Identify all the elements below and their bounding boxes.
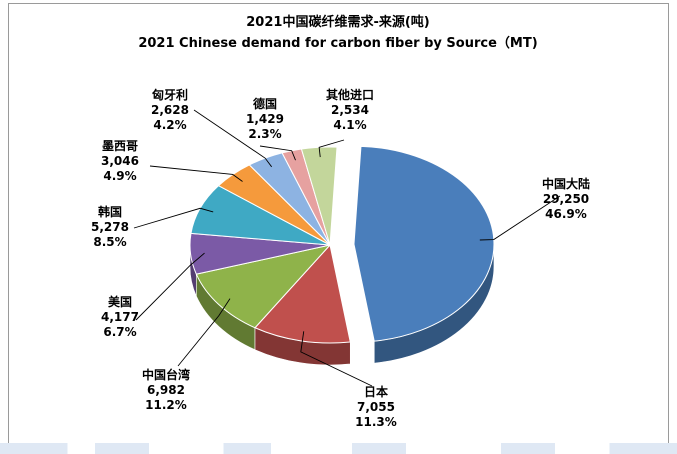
slice-1 — [254, 243, 351, 344]
slice-percent-6: 4.2% — [153, 118, 186, 132]
slice-value-6: 2,628 — [151, 103, 189, 117]
slice-value-3: 4,177 — [101, 310, 139, 324]
chart-subtitle: 2021 Chinese demand for carbon fiber by … — [138, 35, 537, 51]
slice-percent-8: 4.1% — [333, 118, 366, 132]
leader-line-5 — [149, 165, 243, 182]
leader-line-8 — [318, 139, 345, 158]
slice-label-3: 美国 — [108, 294, 132, 309]
slice-label-7: 德国 — [253, 96, 277, 111]
slice-2 — [195, 244, 332, 329]
slice-label-5: 墨西哥 — [102, 139, 138, 153]
slice-percent-7: 2.3% — [248, 127, 281, 141]
slice-label-1: 日本 — [364, 384, 388, 399]
leader-line-4 — [133, 207, 214, 229]
leader-line-7 — [259, 145, 296, 161]
slice-value-0: 29,250 — [543, 192, 589, 206]
slice-value-2: 6,982 — [147, 383, 185, 397]
leader-line-2 — [177, 298, 231, 367]
slice-percent-2: 11.2% — [145, 398, 187, 412]
slice-percent-5: 4.9% — [103, 169, 136, 183]
slice-value-7: 1,429 — [246, 112, 284, 126]
slice-label-0: 中国大陆 — [542, 176, 590, 191]
leader-line-1 — [300, 331, 373, 387]
chart-frame — [8, 3, 669, 445]
slice-value-5: 3,046 — [101, 154, 139, 168]
slice-percent-4: 8.5% — [93, 235, 126, 249]
slice-percent-1: 11.3% — [355, 415, 397, 429]
leader-line-3 — [135, 252, 205, 321]
slice-label-8: 其他进口 — [326, 87, 374, 102]
slice-value-1: 7,055 — [357, 400, 395, 414]
slice-label-2: 中国台湾 — [142, 367, 190, 382]
slice-value-4: 5,278 — [91, 220, 129, 234]
chart-title: 2021中国碳纤维需求-来源(吨) — [246, 14, 429, 30]
leader-line-0 — [479, 195, 561, 241]
leader-line-6 — [193, 109, 273, 168]
slice-value-8: 2,534 — [331, 103, 369, 117]
slice-label-4: 韩国 — [98, 204, 122, 219]
slice-percent-3: 6.7% — [103, 325, 136, 339]
slice-label-6: 匈牙利 — [151, 87, 188, 102]
slice-percent-0: 46.9% — [545, 207, 587, 221]
watermark-band — [0, 443, 677, 454]
